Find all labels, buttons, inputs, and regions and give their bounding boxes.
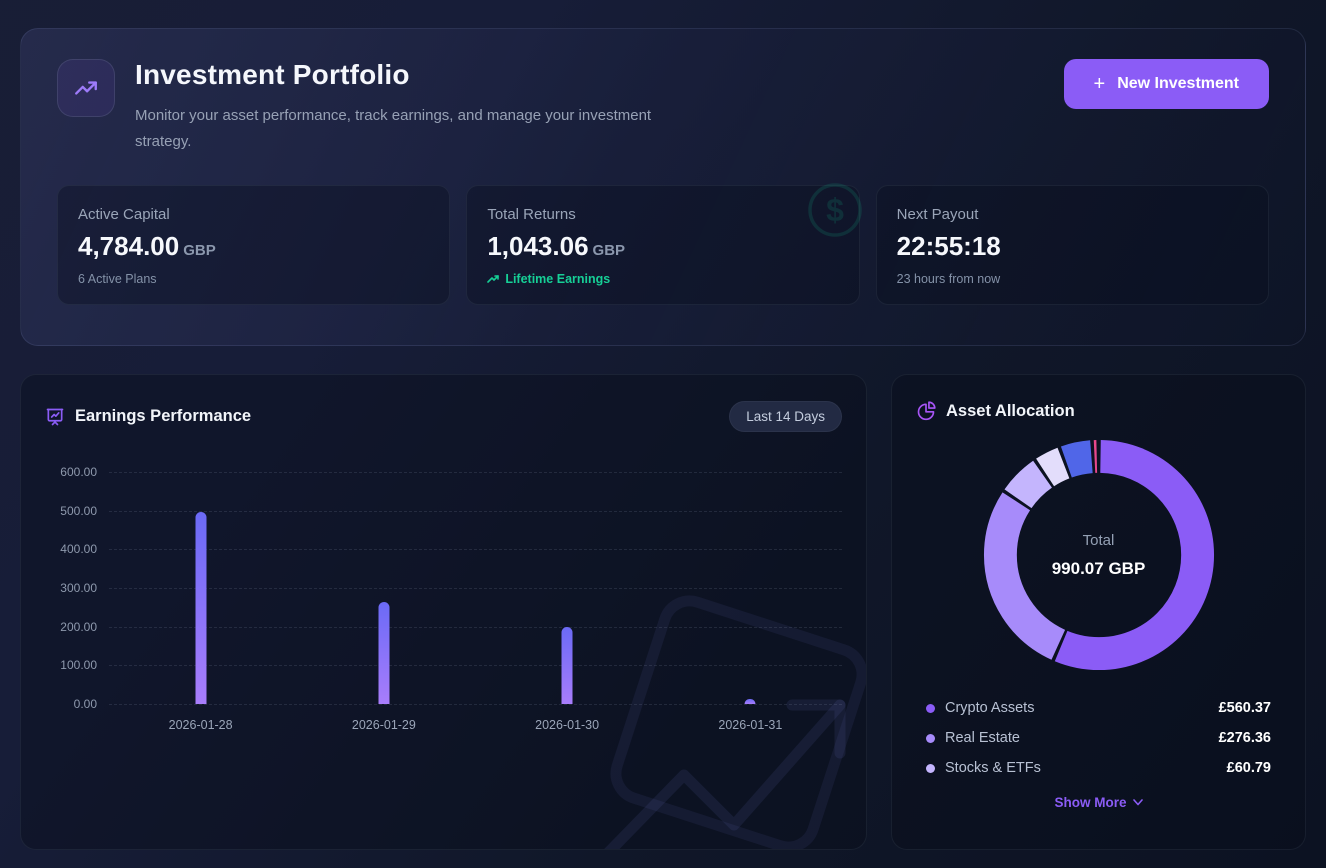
bar-2026-01-29[interactable] <box>378 601 390 704</box>
stat-label: Next Payout <box>896 206 979 223</box>
stat-note: 6 Active Plans <box>78 272 157 286</box>
legend-value: £60.79 <box>1226 760 1271 776</box>
stat-value: 1,043.06 GBP <box>487 231 626 261</box>
allocation-legend: Crypto Assets £560.37 Real Estate £276.3… <box>916 693 1281 783</box>
gridline <box>109 510 842 512</box>
y-tick-label: 0.00 <box>73 697 97 711</box>
page-title: Investment Portfolio <box>135 59 410 90</box>
trending-up-icon <box>57 59 115 117</box>
allocation-donut-chart: Total 990.07 GBP <box>983 439 1215 671</box>
stat-note: 23 hours from now <box>896 272 1001 286</box>
legend-label: Stocks & ETFs <box>945 760 1041 776</box>
legend-row-real-estate[interactable]: Real Estate £276.36 <box>916 723 1281 753</box>
x-tick-label: 2026-01-31 <box>718 718 783 732</box>
legend-value: £276.36 <box>1218 730 1271 746</box>
allocation-title: Asset Allocation <box>946 401 1075 420</box>
x-tick-label: 2026-01-30 <box>535 718 600 732</box>
x-tick-label: 2026-01-28 <box>168 718 233 732</box>
range-selector[interactable]: Last 14 Days <box>729 401 842 432</box>
stat-unit: GBP <box>592 242 626 259</box>
donut-segment-Real Estate[interactable] <box>983 439 1214 671</box>
gridline <box>109 665 842 667</box>
x-tick-label: 2026-01-29 <box>351 718 416 732</box>
y-tick-label: 200.00 <box>60 619 97 634</box>
new-investment-button[interactable]: + New Investment <box>1063 59 1269 109</box>
legend-value: £560.37 <box>1218 700 1271 716</box>
earnings-bar-chart: 600.00 500.00 400.00 300.00 200.00 100.00 0.00… <box>45 465 842 738</box>
plus-icon: + <box>1093 73 1106 95</box>
earnings-performance-card: Earnings Performance Last 14 Days 600.00… <box>20 374 867 850</box>
gridline <box>109 549 842 551</box>
legend-dot <box>926 763 935 773</box>
stat-card-next-payout: Next Payout 22:55:18 23 hours from now <box>875 185 1269 305</box>
asset-allocation-card: Asset Allocation Total 990.07 GBP Crypto… <box>891 374 1306 850</box>
donut-segment-Crypto Assets[interactable] <box>983 439 1214 671</box>
presentation-chart-icon <box>46 408 64 425</box>
gridline <box>109 472 842 473</box>
total-value: 990.07 GBP <box>1051 558 1146 578</box>
stat-note-lifetime-earnings: Lifetime Earnings <box>487 272 838 286</box>
donut-svg <box>983 439 1214 671</box>
stat-label: Active Capital <box>78 206 170 223</box>
legend-dot <box>926 733 935 743</box>
y-tick-label: 600.00 <box>60 465 97 479</box>
earnings-plot: 600.00 500.00 400.00 300.00 200.00 100.00 0.00 <box>60 465 842 711</box>
stat-label: Total Returns <box>487 206 576 223</box>
pie-chart-icon <box>917 401 936 421</box>
stat-unit: GBP <box>183 242 216 259</box>
stat-card-active-capital: Active Capital 4,784.00 GBP 6 Active Plan… <box>57 185 451 305</box>
gridline <box>109 704 842 705</box>
legend-dot <box>926 703 935 713</box>
legend-label: Crypto Assets <box>945 700 1035 716</box>
trend-arrow-icon <box>487 275 500 283</box>
stats-row: Active Capital 4,784.00 GBP 6 Active Plan… <box>57 183 1269 305</box>
legend-row-crypto-assets[interactable]: Crypto Assets £560.37 <box>916 693 1281 723</box>
legend-row-stocks-etfs[interactable]: Stocks & ETFs £60.79 <box>916 753 1281 783</box>
y-tick-label: 500.00 <box>60 503 97 518</box>
donut-center: Total 990.07 GBP <box>983 439 1215 671</box>
bar-2026-01-30[interactable] <box>561 626 573 704</box>
legend-label: Real Estate <box>945 730 1020 746</box>
stat-value: 4,784.00 GBP <box>78 231 216 261</box>
bar-2026-01-31[interactable] <box>744 698 756 704</box>
chevron-down-icon <box>1132 799 1143 806</box>
total-label: Total <box>1082 531 1115 549</box>
stat-card-total-returns: $ Total Returns 1,043.06 GBP Lifetime Ear… <box>466 183 862 305</box>
show-more-button[interactable]: Show More <box>1054 795 1143 810</box>
gridline <box>109 626 842 628</box>
earnings-title: Earnings Performance <box>75 407 252 425</box>
portfolio-header-card: Investment Portfolio Monitor your asset … <box>20 28 1306 346</box>
bar-2026-01-28[interactable] <box>195 511 207 704</box>
y-tick-label: 100.00 <box>60 658 97 673</box>
new-investment-label: New Investment <box>1117 75 1239 92</box>
earnings-x-axis: 2026-01-28 2026-01-29 2026-01-30 2026-01-31 <box>109 718 842 738</box>
page-subtitle: Monitor your asset performance, track ea… <box>135 107 652 150</box>
stat-value: 22:55:18 <box>896 231 1001 261</box>
y-tick-label: 300.00 <box>60 581 97 595</box>
y-tick-label: 400.00 <box>60 542 97 557</box>
gridline <box>109 588 842 589</box>
